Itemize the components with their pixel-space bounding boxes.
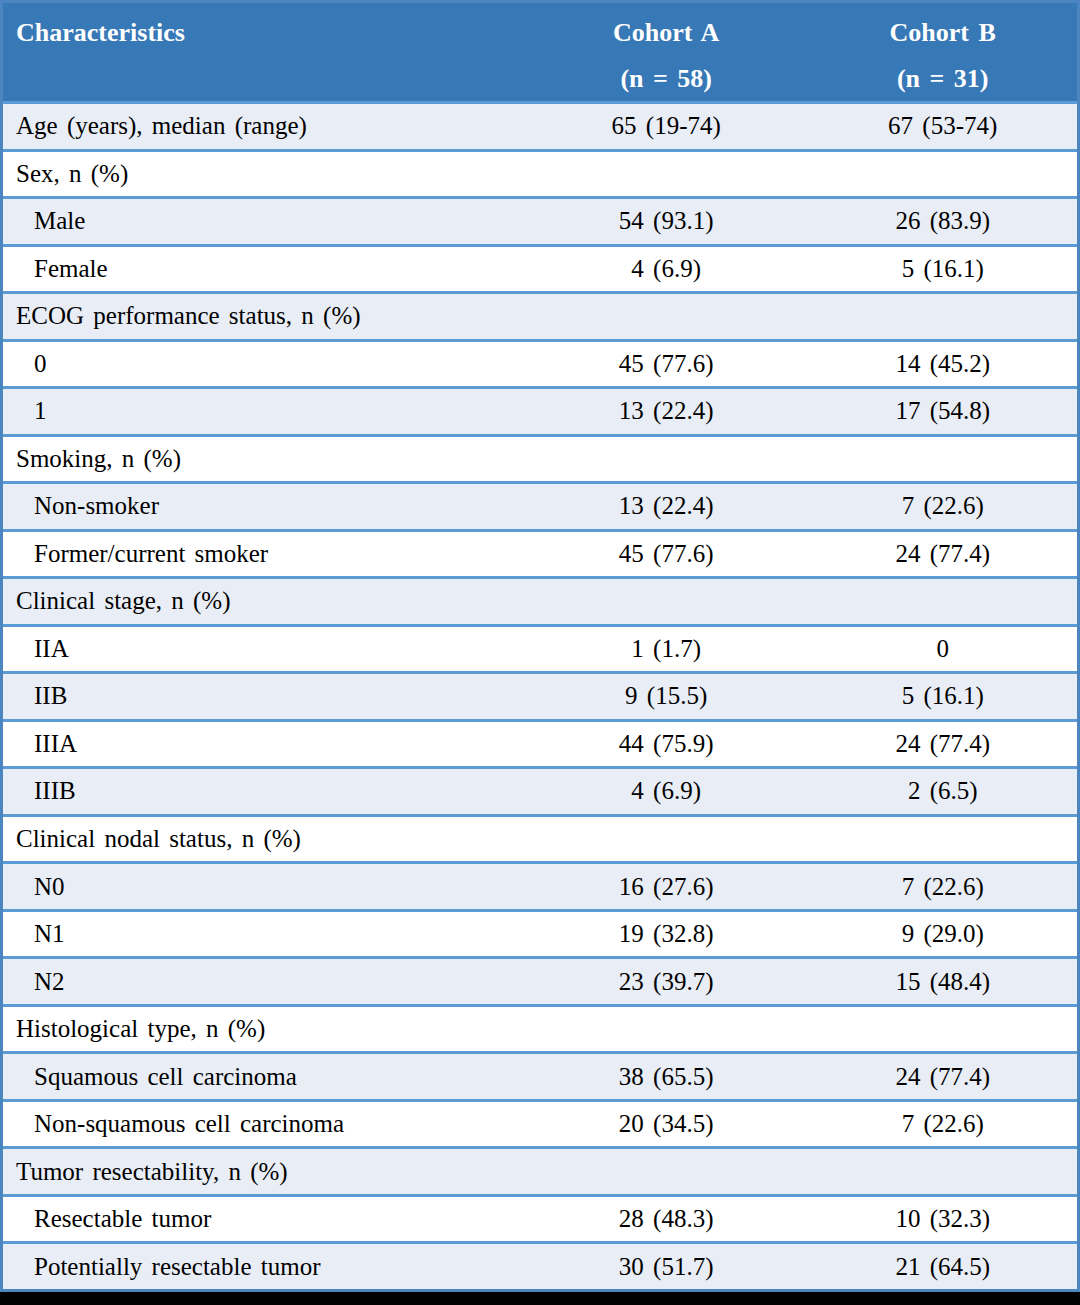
characteristic-cell: N1: [3, 920, 524, 948]
characteristic-cell: Male: [3, 207, 524, 235]
cohort-b-value: 24 (77.4): [808, 730, 1077, 758]
cohort-a-value: 1 (1.7): [524, 635, 809, 663]
cohort-a-value: 9 (15.5): [524, 682, 809, 710]
table-row: Male 54 (93.1) 26 (83.9): [3, 196, 1077, 244]
cohort-b-value: 10 (32.3): [808, 1205, 1077, 1233]
cohort-b-value: 9 (29.0): [808, 920, 1077, 948]
table-row: Sex, n (%): [3, 149, 1077, 197]
characteristic-cell: Age (years), median (range): [3, 112, 524, 140]
cohort-a-value: 30 (51.7): [524, 1253, 809, 1281]
cohort-b-value: 17 (54.8): [808, 397, 1077, 425]
characteristic-cell: N0: [3, 873, 524, 901]
characteristic-cell: Clinical nodal status, n (%): [3, 825, 524, 853]
characteristic-cell: Sex, n (%): [3, 160, 524, 188]
cohort-a-value: 4 (6.9): [524, 255, 809, 283]
cohort-a-value: 44 (75.9): [524, 730, 809, 758]
characteristic-cell: IIIA: [3, 730, 524, 758]
cohort-a-value: 19 (32.8): [524, 920, 809, 948]
table-row: IIB 9 (15.5) 5 (16.1): [3, 671, 1077, 719]
table-row: IIA 1 (1.7) 0: [3, 624, 1077, 672]
column-header-cohort-b: Cohort B (n = 31): [808, 3, 1077, 101]
table-row: Potentially resectable tumor 30 (51.7) 2…: [3, 1241, 1077, 1289]
characteristic-cell: Female: [3, 255, 524, 283]
cohort-a-value: 65 (19-74): [524, 112, 809, 140]
cohort-a-value: 28 (48.3): [524, 1205, 809, 1233]
cohort-b-value: 7 (22.6): [808, 492, 1077, 520]
cohort-b-value: 2 (6.5): [808, 777, 1077, 805]
characteristic-cell: Non-smoker: [3, 492, 524, 520]
page: Characteristics Cohort A (n = 58) Cohort…: [0, 0, 1080, 1305]
characteristic-cell: 1: [3, 397, 524, 425]
characteristic-cell: IIIB: [3, 777, 524, 805]
table-row: Female 4 (6.9) 5 (16.1): [3, 244, 1077, 292]
cohort-a-value: 45 (77.6): [524, 540, 809, 568]
table-row: 0 45 (77.6) 14 (45.2): [3, 339, 1077, 387]
cohort-b-value: 24 (77.4): [808, 1063, 1077, 1091]
table-row: IIIB 4 (6.9) 2 (6.5): [3, 766, 1077, 814]
table-row: IIIA 44 (75.9) 24 (77.4): [3, 719, 1077, 767]
characteristics-table: Characteristics Cohort A (n = 58) Cohort…: [0, 0, 1080, 1292]
column-header-characteristics: Characteristics: [3, 3, 524, 101]
table-row: N1 19 (32.8) 9 (29.0): [3, 909, 1077, 957]
characteristic-cell: Resectable tumor: [3, 1205, 524, 1233]
characteristic-cell: Former/current smoker: [3, 540, 524, 568]
table-row: Smoking, n (%): [3, 434, 1077, 482]
characteristic-cell: Non-squamous cell carcinoma: [3, 1110, 524, 1138]
column-header-cohort-a: Cohort A (n = 58): [524, 3, 809, 101]
characteristic-cell: Clinical stage, n (%): [3, 587, 524, 615]
cohort-a-value: 13 (22.4): [524, 397, 809, 425]
cohort-b-value: 26 (83.9): [808, 207, 1077, 235]
table-header-row: Characteristics Cohort A (n = 58) Cohort…: [3, 3, 1077, 101]
page-bottom-bar: [0, 1292, 1080, 1305]
cohort-a-value: 13 (22.4): [524, 492, 809, 520]
cohort-b-value: 24 (77.4): [808, 540, 1077, 568]
characteristic-cell: N2: [3, 968, 524, 996]
characteristic-cell: IIB: [3, 682, 524, 710]
characteristic-cell: Smoking, n (%): [3, 445, 524, 473]
table-row: ECOG performance status, n (%): [3, 291, 1077, 339]
characteristic-cell: ECOG performance status, n (%): [3, 302, 524, 330]
table-row: N0 16 (27.6) 7 (22.6): [3, 861, 1077, 909]
cohort-b-value: 14 (45.2): [808, 350, 1077, 378]
characteristic-cell: 0: [3, 350, 524, 378]
cohort-a-value: 20 (34.5): [524, 1110, 809, 1138]
table-row: Clinical nodal status, n (%): [3, 814, 1077, 862]
cohort-b-value: 7 (22.6): [808, 873, 1077, 901]
cohort-b-title: Cohort B: [890, 18, 996, 48]
characteristic-cell: Tumor resectability, n (%): [3, 1158, 524, 1186]
characteristic-cell: Squamous cell carcinoma: [3, 1063, 524, 1091]
table-row: Resectable tumor 28 (48.3) 10 (32.3): [3, 1194, 1077, 1242]
cohort-b-value: 5 (16.1): [808, 255, 1077, 283]
cohort-a-value: 54 (93.1): [524, 207, 809, 235]
table-row: Non-smoker 13 (22.4) 7 (22.6): [3, 481, 1077, 529]
cohort-b-value: 67 (53-74): [808, 112, 1077, 140]
table-body: Age (years), median (range) 65 (19-74) 6…: [3, 101, 1077, 1289]
cohort-a-value: 45 (77.6): [524, 350, 809, 378]
cohort-b-value: 7 (22.6): [808, 1110, 1077, 1138]
characteristic-cell: Potentially resectable tumor: [3, 1253, 524, 1281]
cohort-a-value: 23 (39.7): [524, 968, 809, 996]
cohort-b-n: (n = 31): [897, 64, 989, 94]
cohort-a-value: 4 (6.9): [524, 777, 809, 805]
table-row: 1 13 (22.4) 17 (54.8): [3, 386, 1077, 434]
cohort-b-value: 5 (16.1): [808, 682, 1077, 710]
cohort-a-n: (n = 58): [620, 64, 712, 94]
table-row: Clinical stage, n (%): [3, 576, 1077, 624]
table-row: N2 23 (39.7) 15 (48.4): [3, 956, 1077, 1004]
cohort-b-value: 15 (48.4): [808, 968, 1077, 996]
cohort-b-value: 21 (64.5): [808, 1253, 1077, 1281]
characteristic-cell: Histological type, n (%): [3, 1015, 524, 1043]
table-row: Squamous cell carcinoma 38 (65.5) 24 (77…: [3, 1051, 1077, 1099]
characteristic-cell: IIA: [3, 635, 524, 663]
table-row: Non-squamous cell carcinoma 20 (34.5) 7 …: [3, 1099, 1077, 1147]
table-row: Histological type, n (%): [3, 1004, 1077, 1052]
table-row: Age (years), median (range) 65 (19-74) 6…: [3, 101, 1077, 149]
cohort-a-value: 16 (27.6): [524, 873, 809, 901]
table-row: Former/current smoker 45 (77.6) 24 (77.4…: [3, 529, 1077, 577]
table-row: Tumor resectability, n (%): [3, 1146, 1077, 1194]
cohort-b-value: 0: [808, 635, 1077, 663]
cohort-a-title: Cohort A: [613, 18, 719, 48]
cohort-a-value: 38 (65.5): [524, 1063, 809, 1091]
